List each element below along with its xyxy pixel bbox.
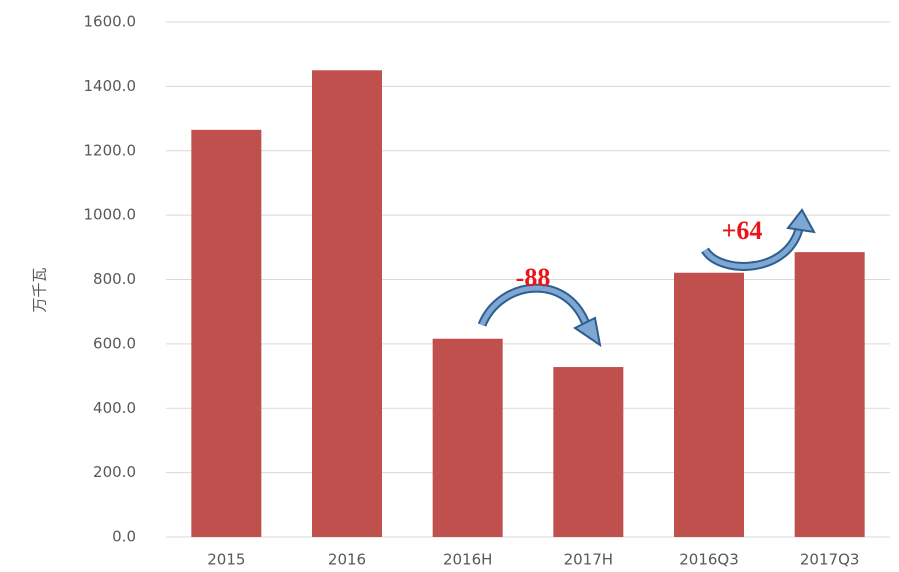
x-tick-label: 2017H — [564, 551, 613, 569]
bar — [191, 129, 262, 537]
bar — [432, 338, 503, 537]
x-tick-label: 2016 — [328, 551, 366, 569]
bar — [794, 252, 865, 537]
y-tick-label: 400.0 — [93, 399, 136, 417]
arrow-head — [573, 316, 602, 348]
y-tick-label: 0.0 — [112, 528, 136, 546]
y-tick-label: 1200.0 — [84, 141, 137, 159]
y-tick-label: 800.0 — [93, 270, 136, 288]
arrow-head — [786, 208, 816, 234]
arrow — [702, 224, 803, 269]
arrow — [479, 285, 591, 331]
y-tick-label: 1400.0 — [84, 77, 137, 95]
x-tick-label: 2016H — [443, 551, 492, 569]
x-tick-label: 2015 — [207, 551, 245, 569]
x-tick-label: 2017Q3 — [800, 551, 860, 569]
y-tick-label: 1000.0 — [84, 206, 137, 224]
bar — [312, 70, 382, 537]
y-axis-label: 万千瓦 — [31, 267, 49, 312]
annotation: +64 — [722, 216, 763, 245]
bar — [674, 272, 744, 537]
y-tick-label: 600.0 — [93, 334, 136, 352]
y-tick-label: 200.0 — [93, 463, 136, 481]
bar — [553, 367, 624, 537]
annotation: -88 — [516, 263, 551, 292]
y-tick-label: 1600.0 — [84, 13, 137, 31]
arrow — [477, 283, 593, 332]
annotation-arrows — [477, 208, 816, 348]
x-tick-label: 2016Q3 — [679, 551, 739, 569]
